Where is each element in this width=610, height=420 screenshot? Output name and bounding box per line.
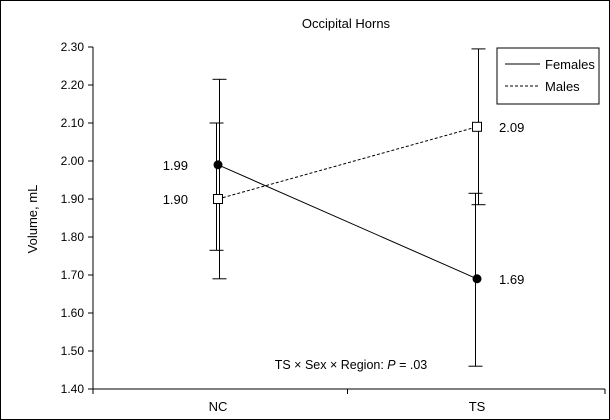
data-label: 1.69	[499, 272, 524, 287]
significance-annotation: TS × Sex × Region: P = .03	[275, 358, 428, 372]
plot-area: 1.99 1.69 1.90 2.09	[163, 48, 524, 367]
legend: Females Males	[496, 47, 600, 105]
data-point-males	[472, 121, 482, 132]
y-tick-label: 2.00	[61, 154, 85, 168]
y-tick-label: 2.30	[61, 40, 85, 54]
chart-title: Occipital Horns	[302, 16, 391, 31]
series-line-females	[217, 164, 478, 280]
data-label: 1.90	[163, 192, 188, 207]
data-point-males	[213, 194, 223, 204]
x-tick-label: NC	[209, 399, 228, 414]
y-tick-label: 1.60	[61, 306, 85, 320]
data-point-females	[472, 274, 482, 284]
y-axis-label: Volume, mL	[25, 185, 40, 254]
y-tick-label: 2.20	[61, 78, 85, 92]
annotation-suffix: = .03	[396, 358, 428, 372]
y-tick-label: 1.50	[61, 344, 85, 358]
y-tick-label: 2.10	[61, 116, 85, 130]
data-point-females	[213, 160, 223, 170]
series-line-males	[217, 126, 478, 200]
x-tick-label: TS	[469, 399, 486, 414]
annotation-prefix: TS × Sex × Region:	[275, 358, 388, 372]
y-tick-label: 1.90	[61, 192, 85, 206]
y-tick-label: 1.40	[61, 382, 85, 396]
y-tick-label: 1.80	[61, 230, 85, 244]
legend-box	[496, 47, 600, 105]
axes: 1.40 1.50 1.60 1.70 1.80 1.90 2.00 2.10 2.20 2.30…	[61, 40, 606, 414]
data-label: 1.99	[163, 158, 188, 173]
y-tick-label: 1.70	[61, 268, 85, 282]
legend-label: Males	[545, 79, 580, 94]
legend-label: Females	[545, 57, 595, 72]
annotation-p-symbol: P	[387, 358, 396, 372]
data-label: 2.09	[499, 120, 524, 135]
